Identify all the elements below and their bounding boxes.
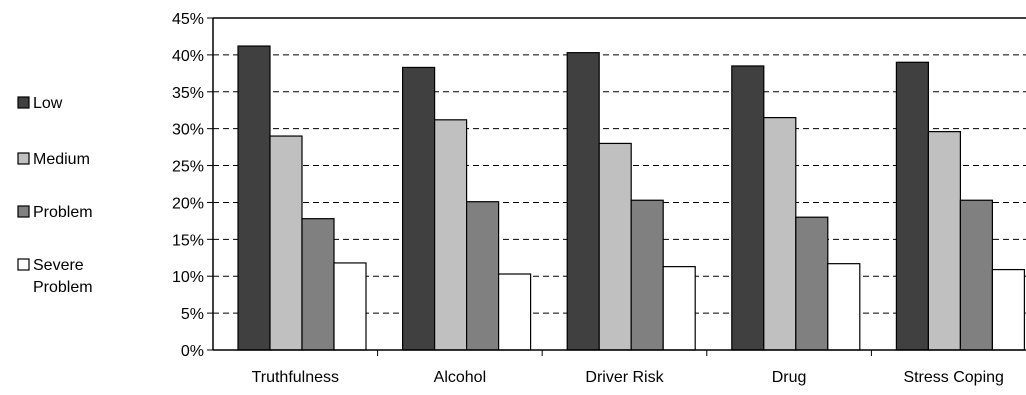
bar [630,199,664,351]
bar [566,52,600,351]
y-tick-label: 15% [172,232,204,249]
bar [991,268,1026,351]
bars [237,45,1026,351]
x-category-label: Truthfulness [252,369,339,386]
bar [795,216,829,351]
bar [237,45,271,351]
x-category-label: Driver Risk [585,369,664,386]
x-axis-categories: Truthfulness Alcohol Driver Risk Drug Stress… [252,369,1004,386]
bar [498,273,532,351]
bar [466,201,500,351]
bar [333,262,367,351]
y-tick-label: 0% [181,343,204,360]
y-tick-label: 40% [172,48,204,65]
legend-label: Problem [33,204,93,221]
bar [434,119,468,351]
bar [301,218,335,351]
bar [827,263,861,351]
bar [662,266,696,351]
legend-label: Problem [33,279,93,296]
y-tick-label: 5% [181,306,204,323]
axes [212,17,1026,356]
y-tick-label: 35% [172,85,204,102]
legend-label: Severe [33,257,84,274]
bar [402,66,436,351]
y-axis-ticks: 0% 5% 10% 15% 20% 25% 30% 35% 40% 45% [172,11,213,360]
legend-label: Medium [33,151,90,168]
bar [959,199,994,351]
bar [895,61,930,351]
y-tick-label: 20% [172,195,204,212]
bar [927,131,962,351]
y-tick-label: 45% [172,11,204,28]
x-category-label: Alcohol [434,369,486,386]
y-tick-label: 10% [172,269,204,286]
y-tick-label: 25% [172,159,204,176]
legend: Low Medium Problem Severe Problem [17,95,93,296]
bar [763,116,797,351]
legend-swatch [17,258,30,271]
bar [731,65,765,351]
bar [598,142,632,351]
legend-label: Low [33,95,63,112]
y-tick-label: 30% [172,122,204,139]
x-category-label: Stress Coping [903,369,1004,386]
legend-swatch [17,96,30,109]
x-category-label: Drug [772,369,807,386]
bar [269,135,303,351]
legend-swatch [17,152,30,165]
legend-swatch [17,205,30,218]
